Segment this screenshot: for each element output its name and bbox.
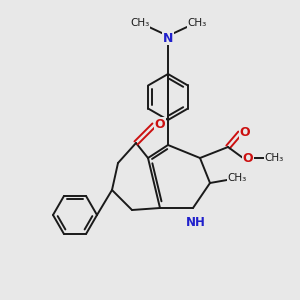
Text: CH₃: CH₃ [264,153,284,163]
Text: O: O [243,152,253,164]
Text: CH₃: CH₃ [188,18,207,28]
Text: O: O [240,125,250,139]
Text: CH₃: CH₃ [227,173,247,183]
Text: O: O [155,118,165,130]
Text: N: N [163,32,173,44]
Text: NH: NH [186,215,206,229]
Text: CH₃: CH₃ [130,18,150,28]
